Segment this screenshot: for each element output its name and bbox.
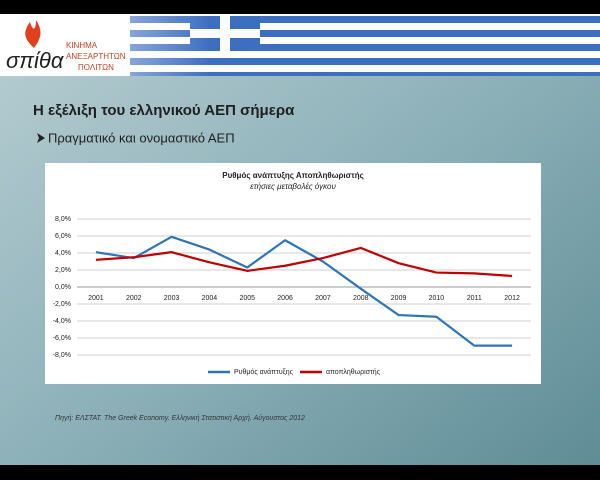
header: σπίθα ΚΙΝΗΜΑ ΑΝΕΞΑΡΤΗΤΩΝ ΠΟΛΙΤΩΝ: [0, 14, 600, 76]
legend-label: Ρυθμός ανάπτυξης: [234, 368, 294, 376]
plot: -8,0% -6,0% -4,0% -2,0% 0,0% 2,0% 4,0% 6,0% 8,0%…: [53, 216, 531, 376]
source-note: Πηγή: ΕΛΣΤΑΤ. The Greek Economy. Ελληνικ…: [55, 414, 305, 422]
chart-title: Ρυθμός ανάπτυξης Αποπληθωριστής: [222, 171, 364, 180]
series-line: [95, 235, 513, 347]
x-tick-label: 2010: [429, 295, 445, 302]
x-tick-label: 2007: [315, 295, 331, 302]
y-tick-label: -8,0%: [53, 352, 71, 359]
logo-line: ΚΙΝΗΜΑ: [66, 41, 98, 50]
bottom-bar: [0, 465, 600, 480]
x-tick-label: 2002: [126, 295, 142, 302]
x-tick-label: 2001: [88, 295, 104, 302]
top-bar: [0, 0, 600, 14]
bullet-arrow: [37, 133, 45, 143]
x-tick-label: 2005: [239, 295, 255, 302]
x-tick-label: 2006: [277, 295, 293, 302]
y-tick-label: -2,0%: [53, 301, 71, 308]
y-tick-label: 2,0%: [55, 267, 71, 274]
x-tick-label: 2011: [467, 295, 482, 302]
x-tick-label: 2004: [202, 295, 218, 302]
y-tick-label: 0,0%: [55, 284, 71, 291]
y-tick-label: 8,0%: [55, 216, 71, 223]
flag: [0, 14, 600, 76]
x-tick-label: 2009: [391, 295, 407, 302]
series-line: [95, 246, 513, 278]
y-tick-label: 4,0%: [55, 250, 71, 257]
x-tick-label: 2012: [504, 295, 520, 302]
legend-label: αποπληθωριστής: [326, 369, 381, 376]
x-tick-label: 2003: [164, 295, 180, 302]
logo-line: ΑΝΕΞΑΡΤΗΤΩΝ: [66, 52, 126, 61]
chart-subtitle: ετήσιες μεταβολές όγκου: [250, 182, 336, 191]
logo-word: σπίθα: [6, 48, 65, 73]
x-tick-label: 2008: [353, 295, 369, 302]
y-tick-label: -6,0%: [53, 335, 71, 342]
slide-title: Η εξέλιξη του ελληνικού ΑΕΠ σήμερα: [33, 102, 295, 119]
y-tick-label: -4,0%: [53, 318, 71, 325]
logo-line: ΠΟΛΙΤΩΝ: [78, 63, 114, 72]
y-tick-label: 6,0%: [55, 233, 71, 240]
logo-flame: [25, 20, 41, 48]
bullet-text: Πραγματικό και ονομαστικό ΑΕΠ: [48, 130, 235, 145]
